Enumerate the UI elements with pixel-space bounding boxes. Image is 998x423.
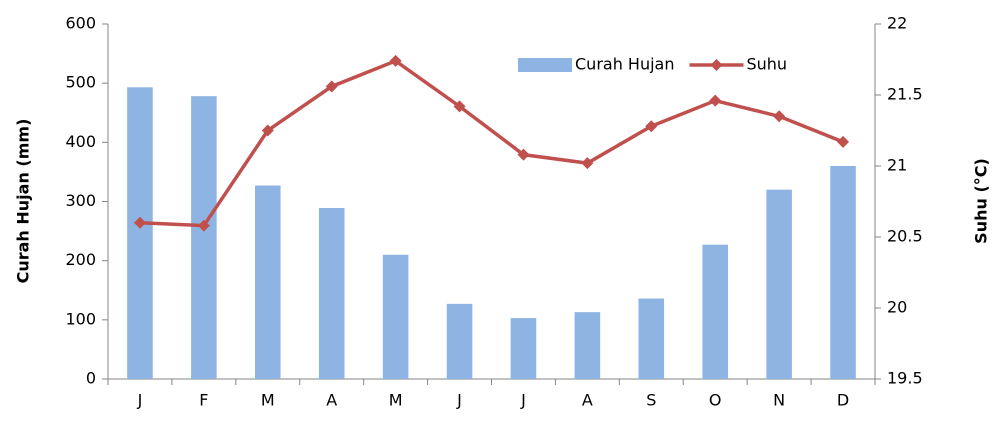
y-tick-label: 600: [65, 14, 96, 33]
y2-tick-label: 22: [887, 14, 907, 33]
marker: [133, 216, 146, 229]
marker: [517, 148, 530, 161]
y2-tick-label: 19.5: [887, 369, 923, 388]
x-tick-label: D: [837, 391, 849, 410]
bar: [574, 312, 601, 379]
bar: [510, 318, 537, 379]
legend-label: Curah Hujan: [575, 55, 674, 74]
bar: [766, 189, 792, 379]
marker: [773, 110, 786, 123]
bar: [830, 166, 856, 379]
bar: [702, 244, 728, 379]
y2-tick-label: 21: [887, 156, 907, 175]
bar: [255, 185, 281, 379]
bar: [318, 208, 345, 379]
y-tick-label: 300: [65, 191, 96, 210]
y-tick-label: 500: [65, 73, 96, 92]
legend-marker: [710, 59, 723, 71]
bar: [127, 87, 153, 379]
marker: [453, 100, 466, 113]
y2-tick-label: 21.5: [887, 85, 923, 104]
x-tick-label: A: [326, 391, 337, 410]
y-tick-label: 100: [65, 309, 96, 328]
marker: [261, 124, 274, 137]
y-axis-label: Curah Hujan (mm): [14, 119, 33, 284]
legend-label: Suhu: [746, 55, 787, 74]
x-tick-label: M: [261, 391, 275, 410]
marker: [581, 157, 594, 170]
y2-tick-label: 20.5: [887, 227, 923, 246]
y2-axis-label: Suhu (°C): [972, 158, 991, 244]
marker: [709, 94, 722, 107]
bar: [191, 96, 217, 379]
line: [139, 58, 844, 228]
x-tick-label: N: [773, 391, 785, 410]
marker: [197, 219, 210, 232]
y-tick-label: 400: [65, 132, 96, 151]
marker: [837, 135, 850, 148]
legend-swatch: [518, 58, 572, 72]
x-tick-label: F: [199, 391, 208, 410]
marker: [325, 80, 338, 93]
x-tick-label: S: [646, 391, 656, 410]
x-tick-label: M: [389, 391, 403, 410]
x-tick-label: J: [520, 391, 526, 410]
marker: [645, 120, 658, 133]
y2-tick-label: 20: [887, 298, 907, 317]
bar: [638, 298, 665, 379]
bar: [446, 303, 473, 379]
x-tick-label: A: [582, 391, 593, 410]
x-tick-label: O: [709, 391, 722, 410]
x-tick-label: J: [456, 391, 462, 410]
y-tick-label: 200: [65, 250, 96, 269]
bar: [382, 254, 409, 379]
marker: [389, 54, 402, 67]
y-tick-label: 0: [86, 369, 96, 388]
x-tick-label: J: [137, 391, 143, 410]
